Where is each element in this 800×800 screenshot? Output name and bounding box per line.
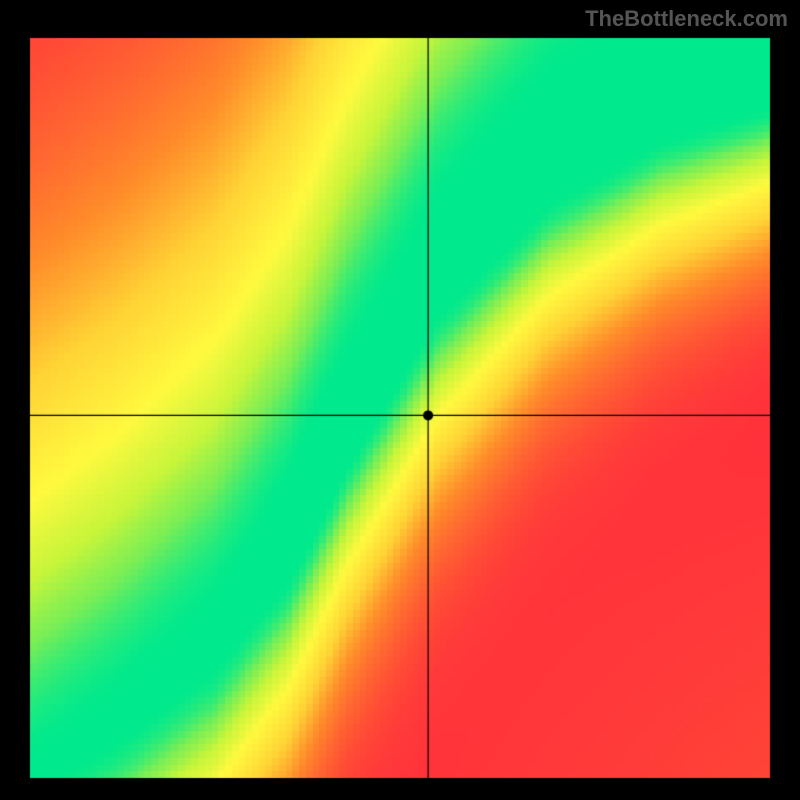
watermark-text: TheBottleneck.com bbox=[585, 6, 788, 32]
bottleneck-heatmap bbox=[0, 0, 800, 800]
